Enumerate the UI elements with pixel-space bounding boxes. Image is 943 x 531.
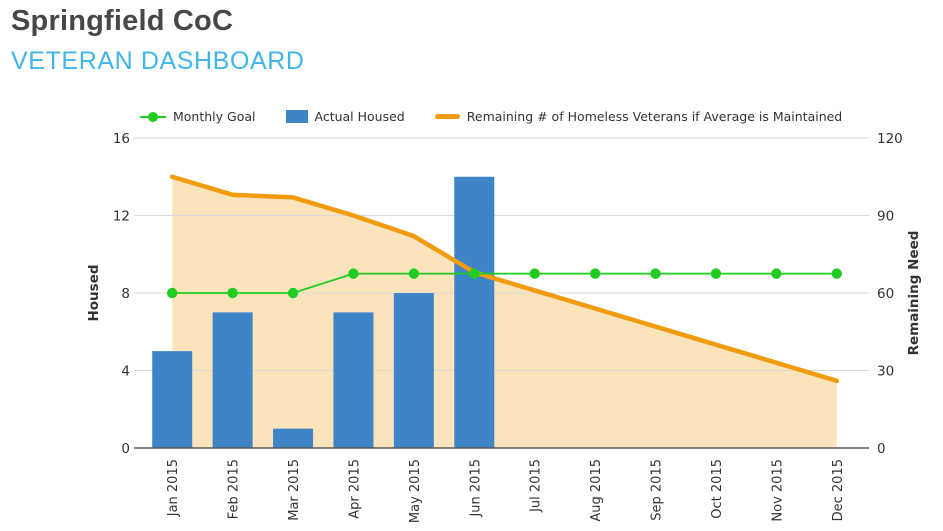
svg-text:60: 60 [877, 286, 894, 302]
page-header: Springfield CoC VETERAN DASHBOARD [11, 5, 305, 76]
x-label-apr-2015: Apr 2015 [347, 459, 362, 519]
svg-text:16: 16 [113, 131, 130, 147]
x-label-sep-2015: Sep 2015 [650, 459, 665, 521]
bar-may-2015 [393, 293, 434, 448]
legend-label-actual-housed: Actual Housed [314, 109, 405, 124]
goal-point [167, 287, 178, 299]
axis-labels: 0 4 8 12 16 0 30 60 90 120 Housed Remaining Need Jan… [86, 131, 922, 523]
page-title: Springfield CoC [11, 5, 234, 37]
legend-item-actual-housed[interactable]: Actual Housed [285, 109, 405, 124]
remaining-area [172, 176, 837, 448]
remaining-line-marker-icon [434, 114, 460, 119]
goal-point [287, 287, 299, 299]
goal-point [710, 268, 722, 279]
bar-jan-2015 [152, 351, 193, 448]
page-subtitle: VETERAN DASHBOARD [11, 47, 305, 75]
x-label-oct-2015: Oct 2015 [710, 459, 725, 519]
x-label-jan-2015: Jan 2015 [166, 459, 181, 517]
svg-text:12: 12 [113, 209, 130, 225]
legend-label-monthly-goal: Monthly Goal [173, 109, 256, 124]
goal-point [348, 268, 359, 279]
svg-text:120: 120 [877, 131, 903, 147]
legend-item-remaining[interactable]: Remaining # of Homeless Veterans if Aver… [434, 109, 843, 124]
remaining-line [169, 174, 840, 384]
goal-point [771, 268, 782, 279]
monthly-goal-line [167, 268, 842, 299]
x-label-feb-2015: Feb 2015 [227, 459, 242, 519]
x-label-jul-2015: Jul 2015 [529, 459, 544, 513]
x-label-mar-2015: Mar 2015 [287, 459, 302, 521]
goal-point [408, 268, 420, 279]
bar-feb-2015 [212, 312, 253, 448]
legend-item-monthly-goal[interactable]: Monthly Goal [140, 109, 256, 124]
svg-text:4: 4 [121, 364, 130, 380]
goal-point [831, 268, 842, 279]
x-label-nov-2015: Nov 2015 [770, 459, 785, 522]
goal-point [469, 268, 480, 279]
x-label-jun-2015: Jun 2015 [468, 459, 483, 518]
bar-jun-2015 [454, 176, 495, 448]
svg-text:0: 0 [121, 441, 130, 457]
svg-text:30: 30 [877, 364, 894, 380]
monthly-goal-line-marker-icon [140, 111, 166, 122]
x-label-aug-2015: Aug 2015 [589, 459, 604, 522]
svg-text:8: 8 [121, 286, 130, 302]
right-axis-title: Remaining Need [906, 231, 922, 356]
svg-text:0: 0 [877, 441, 886, 457]
legend-label-remaining: Remaining # of Homeless Veterans if Aver… [466, 109, 843, 124]
goal-point [589, 268, 601, 279]
x-label-may-2015: May 2015 [408, 459, 423, 523]
svg-text:90: 90 [877, 209, 894, 225]
goal-point [650, 268, 661, 279]
chart-legend: Monthly Goal Actual Housed Remaining # o… [140, 109, 842, 124]
goal-point [529, 268, 540, 279]
bar-mar-2015 [273, 428, 314, 448]
actual-housed-bars [152, 176, 495, 448]
bar-apr-2015 [333, 312, 374, 448]
goal-point [227, 287, 238, 299]
left-axis-title: Housed [86, 264, 102, 321]
x-label-dec-2015: Dec 2015 [831, 459, 846, 521]
actual-housed-bar-marker-icon [285, 110, 308, 123]
